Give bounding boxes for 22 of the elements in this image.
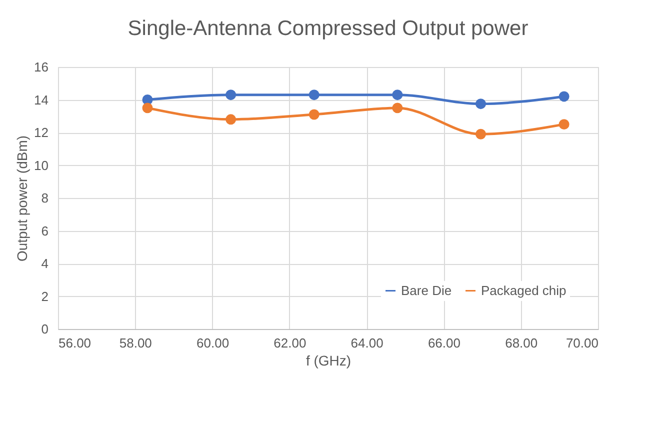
x-axis-title: f (GHz) <box>306 352 352 368</box>
x-tick-label: 66.00 <box>428 336 460 350</box>
chart-title: Single-Antenna Compressed Output power <box>128 17 528 40</box>
y-tick-label: 4 <box>41 256 48 271</box>
y-tick-label: 14 <box>34 92 48 108</box>
x-tick-label: 68.00 <box>505 336 538 350</box>
y-tick-label: 6 <box>41 223 48 238</box>
legend-label: Packaged chip <box>481 282 566 298</box>
x-tick-label: 58.00 <box>119 336 152 350</box>
y-tick-label: 8 <box>41 190 48 206</box>
y-axis-title: Output power (dBm) <box>14 135 30 262</box>
y-tick-label: 2 <box>41 288 48 304</box>
y-tick-label: 16 <box>34 60 48 74</box>
legend-label: Bare Die <box>401 282 452 298</box>
x-tick-label: 60.00 <box>196 336 230 350</box>
x-tick-label: 56.00 <box>58 336 92 350</box>
y-tick-label: 0 <box>41 322 48 336</box>
y-tick-label: 10 <box>34 158 48 173</box>
x-tick-label: 70.00 <box>566 336 598 350</box>
y-tick-label: 12 <box>34 125 48 140</box>
x-tick-label: 64.00 <box>350 336 384 350</box>
x-tick-label: 62.00 <box>274 336 306 350</box>
